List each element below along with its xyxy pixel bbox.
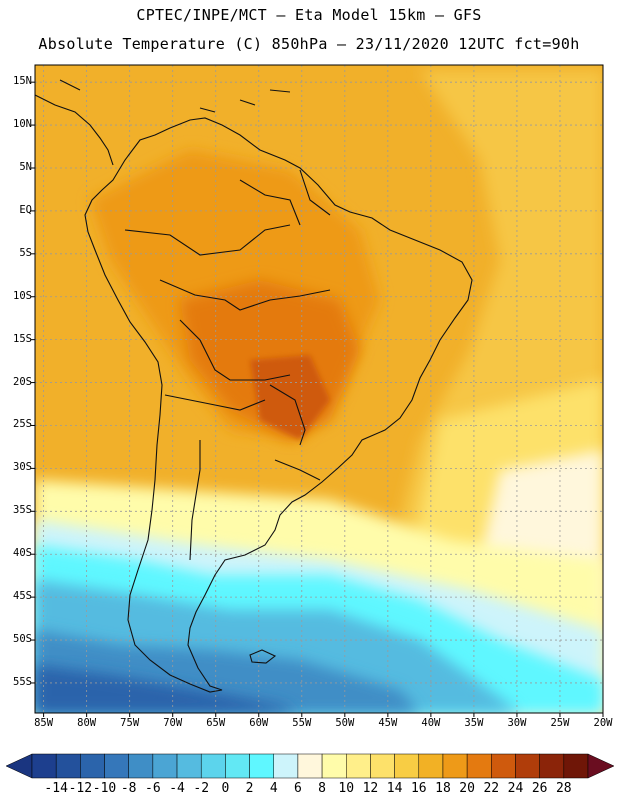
colorbar-label: 28 [555,781,572,796]
colorbar-swatch [152,753,178,779]
colorbar-swatch [104,753,129,779]
country-borders [124,169,331,561]
longitude-label: 25W [550,717,570,729]
colorbar-label: -12 [68,781,93,796]
longitude-label: 75W [120,717,140,729]
colorbar-label: 0 [221,781,230,796]
colorbar-label: 10 [338,781,355,796]
colorbar-label: 24 [507,781,524,796]
colorbar-swatch [128,753,154,779]
map-frame [34,64,604,714]
latitude-label: 10N [13,118,32,131]
latitude-label: 40S [13,547,32,560]
colorbar-high-arrow [587,753,615,779]
latitude-label: 30S [13,461,32,474]
colorbar-swatch [249,753,274,779]
colorbar-swatch [225,753,250,779]
colorbar-label: 14 [386,781,403,796]
longitude-label: 35W [464,717,484,729]
longitude-label: 45W [378,717,398,729]
colorbar-label: -14 [44,781,68,796]
longitude-label: 20W [593,717,613,729]
colorbar-swatch [80,753,105,779]
latitude-label: 10S [13,289,32,302]
temperature-field [35,65,603,713]
colorbar-swatch [491,753,516,779]
colorbar-low-arrow [5,753,33,779]
colorbar-swatch [176,753,202,779]
coastline [35,79,473,693]
colorbar-label: 4 [269,781,278,796]
latitude-label: 50S [13,633,32,646]
longitude-label: 40W [421,717,441,729]
colorbar-swatch [31,753,57,779]
colorbar-label: -8 [120,781,137,796]
central-america-outline [35,79,291,166]
colorbar-swatch [442,753,468,779]
colorbar-swatch [394,753,420,779]
colorbar-label: 12 [362,781,379,796]
longitude-label: 70W [163,717,183,729]
field-darkblue-band [35,665,300,713]
latitude-label: 35S [13,504,32,517]
colorbar-swatch [515,753,540,779]
latitude-label: 15N [13,75,32,88]
colorbar-swatch [55,753,81,779]
chart-title-line-1: CPTEC/INPE/MCT – Eta Model 15km – GFS [136,6,482,24]
latitude-label: 45S [13,590,32,603]
axis-ticks [31,81,604,717]
latitude-label: 55S [13,675,32,688]
chart-title-line-2: Absolute Temperature (C) 850hPa – 23/11/… [38,35,580,53]
colorbar-label: -6 [145,781,161,796]
latitude-label: 25S [13,418,32,431]
colorbar-label: 16 [410,781,427,796]
latitude-label: EQ [19,203,32,216]
colorbar-label: -2 [193,781,210,796]
colorbar-swatch [370,753,395,779]
colorbar-swatch [297,753,323,779]
latitude-label: 15S [13,332,32,345]
colorbar-label: 2 [245,781,254,796]
longitude-label: 30W [507,717,527,729]
longitude-label: 65W [206,717,226,729]
colorbar-swatch [539,753,565,779]
colorbar-swatch [346,753,371,779]
colorbar-swatch [321,753,347,779]
colorbar-label: -10 [92,781,117,796]
longitude-label: 55W [292,717,312,729]
colorbar-label: 22 [483,781,500,796]
colorbar [5,753,615,779]
colorbar-label: 18 [435,781,451,796]
south-america-outline [84,117,473,693]
colorbar-swatch [466,753,492,779]
latitude-label: 5N [19,160,32,173]
colorbar-swatch [563,753,589,779]
colorbar-swatch [200,753,226,779]
longitude-label: 80W [77,717,97,729]
colorbar-label: -4 [169,781,185,796]
colorbar-swatch [273,753,299,779]
colorbar-label: 8 [318,781,326,796]
colorbar-label: 26 [531,781,548,796]
longitude-label: 60W [249,717,269,729]
longitude-label: 85W [34,717,54,729]
colorbar-swatch [418,753,444,779]
latitude-label: 20S [13,375,32,388]
colorbar-label: 20 [459,781,475,796]
longitude-label: 50W [335,717,355,729]
falklands-outline [249,649,277,664]
latitude-label: 5S [19,246,32,259]
colorbar-label: 6 [293,781,302,796]
